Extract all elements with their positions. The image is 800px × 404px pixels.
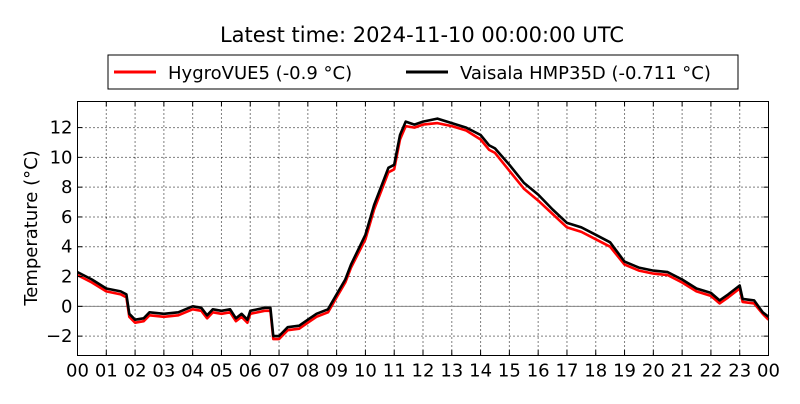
x-tick-label: 20	[642, 361, 665, 382]
x-tick-label: 04	[181, 361, 204, 382]
chart-title: Latest time: 2024-11-10 00:00:00 UTC	[220, 23, 624, 47]
y-axis-label: Temperature (°C)	[21, 150, 42, 306]
x-tick-label: 00	[757, 361, 780, 382]
y-tick-label: 8	[61, 177, 72, 198]
x-tick-label: 10	[354, 361, 377, 382]
x-tick-label: 21	[671, 361, 694, 382]
y-tick-label: 12	[50, 118, 73, 139]
series-line-vaisala	[76, 117, 770, 338]
x-tick-label: 18	[584, 361, 607, 382]
legend-label-vaisala: Vaisala HMP35D (-0.711 °C)	[460, 63, 711, 84]
x-tick-label: 09	[325, 361, 348, 382]
y-tick-label: 10	[50, 147, 73, 168]
x-tick-label: 13	[440, 361, 463, 382]
x-tick-label: 22	[699, 361, 722, 382]
x-tick-label: 16	[527, 361, 550, 382]
x-tick-label: 03	[152, 361, 175, 382]
legend: HygroVUE5 (-0.9 °C) Vaisala HMP35D (-0.7…	[107, 54, 739, 90]
x-tick-label: 19	[613, 361, 636, 382]
series-line-hygrovue	[76, 121, 770, 341]
y-tick-label: 2	[61, 267, 72, 288]
y-tick-label: 0	[61, 296, 72, 317]
x-tick-label: 11	[383, 361, 406, 382]
x-tick-label: 23	[728, 361, 751, 382]
y-tick-label: 4	[61, 237, 72, 258]
x-tick-label: 06	[239, 361, 262, 382]
x-tick-label: 12	[412, 361, 435, 382]
x-tick-label: 01	[95, 361, 118, 382]
x-tick-label: 15	[498, 361, 521, 382]
x-tick-label: 08	[296, 361, 319, 382]
x-tick-label: 14	[469, 361, 492, 382]
x-tick-label: 07	[268, 361, 291, 382]
plot-frame	[77, 101, 769, 356]
x-tick-label: 17	[556, 361, 579, 382]
y-tick-label: 6	[61, 207, 72, 228]
legend-label-hygrovue: HygroVUE5 (-0.9 °C)	[168, 63, 352, 84]
y-tick-label: −2	[46, 326, 73, 347]
x-tick-label: 02	[124, 361, 147, 382]
x-tick-label: 05	[210, 361, 233, 382]
x-tick-label: 00	[66, 361, 89, 382]
